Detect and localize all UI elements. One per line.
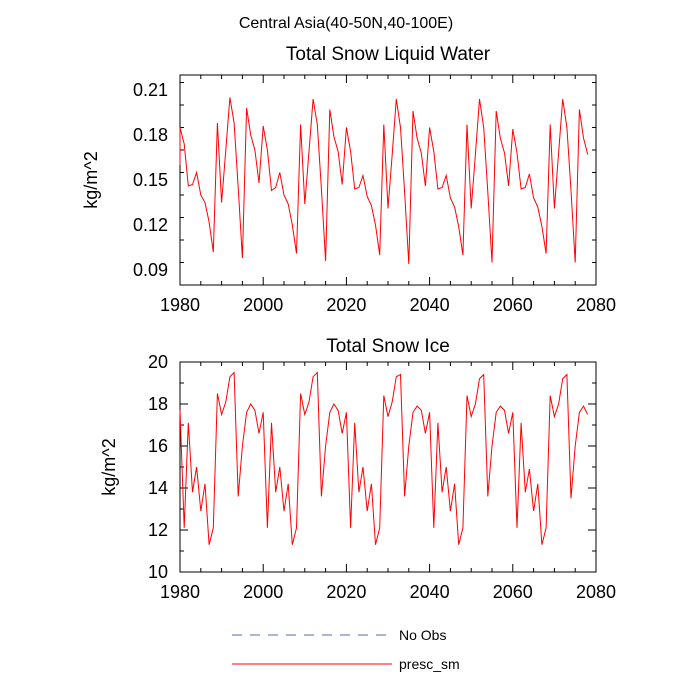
y-tick-label: 0.09 — [133, 260, 168, 280]
legend-label-no-obs: No Obs — [399, 627, 446, 643]
x-tick-label: 2060 — [493, 582, 533, 602]
panel-snow-ice: Total Snow Ice 1980 2000 2020 2040 2060 2080 … — [99, 336, 616, 602]
y-axis-label-snow-ice: kg/m^2 — [99, 438, 119, 495]
x-tick-label: 2080 — [576, 295, 616, 315]
legend-label-presc-sm: presc_sm — [399, 656, 460, 672]
x-tick-label: 2080 — [576, 582, 616, 602]
figure-title: Central Asia(40-50N,40-100E) — [239, 15, 453, 32]
x-tick-label: 2020 — [326, 582, 366, 602]
x-tick-label: 2040 — [410, 295, 450, 315]
series-line-presc-sm-snow-liquid-water — [179, 97, 589, 265]
y-tick-label: 12 — [148, 520, 168, 540]
series-group-snow-ice — [179, 371, 589, 545]
x-tick-label: 2000 — [243, 295, 283, 315]
y-tick-label: 14 — [148, 478, 168, 498]
x-tick-label: 2060 — [493, 295, 533, 315]
y-tick-label: 18 — [148, 394, 168, 414]
y-tick-label: 10 — [148, 562, 168, 582]
legend: No Obs presc_sm — [232, 627, 460, 672]
y-tick-label: 0.15 — [133, 170, 168, 190]
x-tick-label: 1980 — [160, 582, 200, 602]
y-axis-snow-liquid-water: 0.09 0.12 0.15 0.18 0.21 — [133, 80, 596, 286]
y-axis-snow-ice: 10 12 14 16 18 20 — [148, 352, 596, 582]
series-group-snow-liquid-water — [179, 97, 589, 265]
y-tick-label: 0.18 — [133, 125, 168, 145]
y-tick-label: 0.21 — [133, 80, 168, 100]
series-line-presc-sm-snow-ice — [179, 371, 589, 545]
y-axis-label-snow-liquid-water: kg/m^2 — [81, 151, 101, 208]
x-axis-snow-liquid-water: 1980 2000 2020 2040 2060 2080 — [160, 75, 616, 315]
x-tick-label: 1980 — [160, 295, 200, 315]
y-tick-label: 0.12 — [133, 215, 168, 235]
x-tick-label: 2040 — [410, 582, 450, 602]
x-tick-label: 2020 — [326, 295, 366, 315]
y-tick-label: 16 — [148, 436, 168, 456]
plot-frame-snow-ice — [179, 361, 597, 573]
y-tick-label: 20 — [148, 352, 168, 372]
panel-title-snow-liquid-water: Total Snow Liquid Water — [286, 44, 491, 65]
x-tick-label: 2000 — [243, 582, 283, 602]
panel-title-snow-ice: Total Snow Ice — [326, 336, 450, 357]
x-axis-snow-ice: 1980 2000 2020 2040 2060 2080 — [160, 362, 616, 602]
panel-snow-liquid-water: Total Snow Liquid Water 1980 2000 2020 2040… — [81, 44, 616, 315]
